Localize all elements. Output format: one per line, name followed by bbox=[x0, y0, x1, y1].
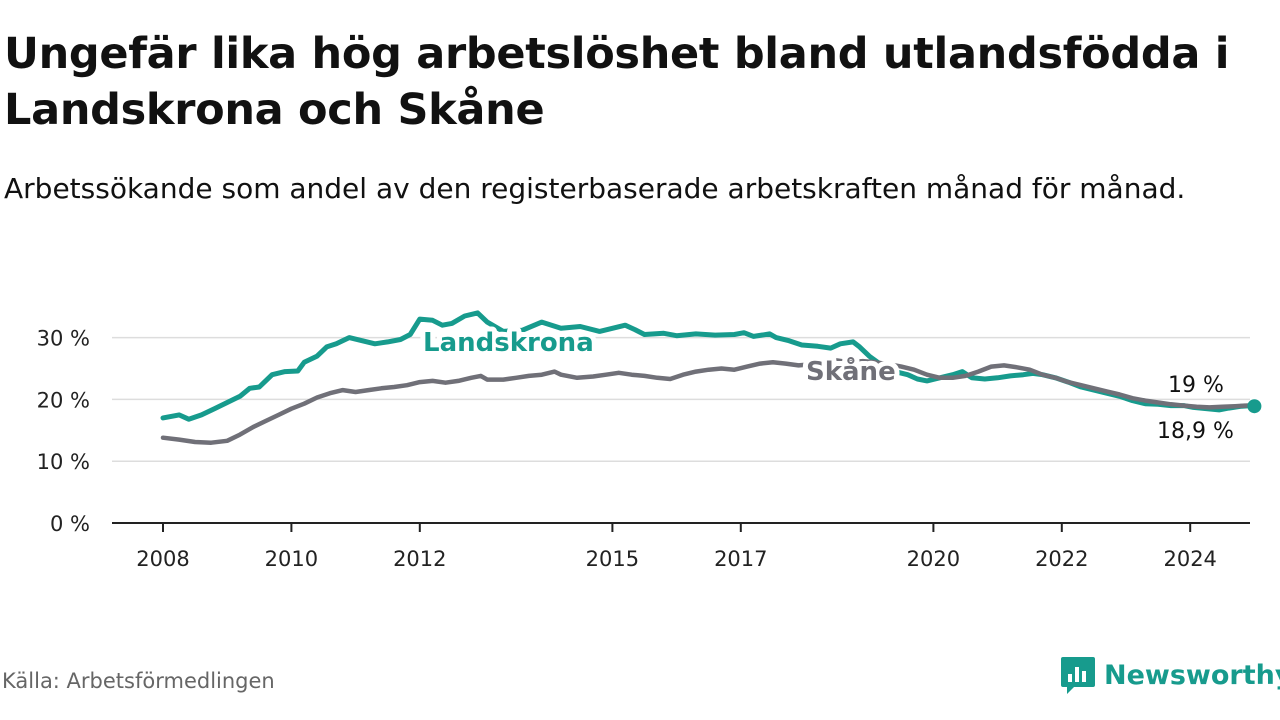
y-tick-label: 0 % bbox=[50, 512, 90, 536]
brand-name: Newsworthy bbox=[1104, 659, 1280, 691]
x-tick-label: 2012 bbox=[393, 547, 446, 571]
end-label-skane: 19 % bbox=[1168, 373, 1224, 398]
x-tick-label: 2022 bbox=[1035, 547, 1088, 571]
brand-logo: Newsworthy bbox=[1060, 655, 1280, 695]
series-label-skane: Skåne bbox=[806, 355, 896, 387]
end-label-skane-halo: 19 % bbox=[1168, 373, 1224, 398]
y-tick-label: 20 % bbox=[37, 388, 90, 412]
newsworthy-icon bbox=[1061, 657, 1095, 694]
y-tick-label: 10 % bbox=[37, 450, 90, 474]
end-label-landskrona-halo: 18,9 % bbox=[1157, 419, 1234, 444]
chart-title: Ungefär lika hög arbetslöshet bland utla… bbox=[4, 29, 1230, 135]
y-tick-label: 30 % bbox=[37, 327, 90, 351]
series-label-landskrona: Landskrona bbox=[423, 328, 594, 358]
series-label-skane-halo: Skåne bbox=[806, 355, 896, 387]
end-marker-landskrona bbox=[1247, 399, 1262, 414]
grid-layer: 0 % 10 % 20 % 30 % 2008 2010 2012 2015 2017 2020 2… bbox=[37, 327, 1250, 571]
x-tick-label: 2024 bbox=[1163, 547, 1216, 571]
source-note: Källa: Arbetsförmedlingen bbox=[2, 669, 275, 693]
series-label-landskrona-halo: Landskrona bbox=[423, 328, 594, 358]
x-tick-label: 2015 bbox=[586, 547, 639, 571]
chart-subtitle: Arbetssökande som andel av den registerb… bbox=[4, 172, 1186, 205]
x-tick-label: 2010 bbox=[265, 547, 318, 571]
series-line-skane bbox=[160, 358, 1257, 445]
x-tick-label: 2008 bbox=[136, 547, 189, 571]
series-layer bbox=[160, 310, 1262, 445]
series-line-landskrona bbox=[160, 310, 1257, 422]
x-tick-label: 2017 bbox=[714, 547, 767, 571]
x-tick-label: 2020 bbox=[907, 547, 960, 571]
end-label-landskrona: 18,9 % bbox=[1157, 419, 1234, 444]
